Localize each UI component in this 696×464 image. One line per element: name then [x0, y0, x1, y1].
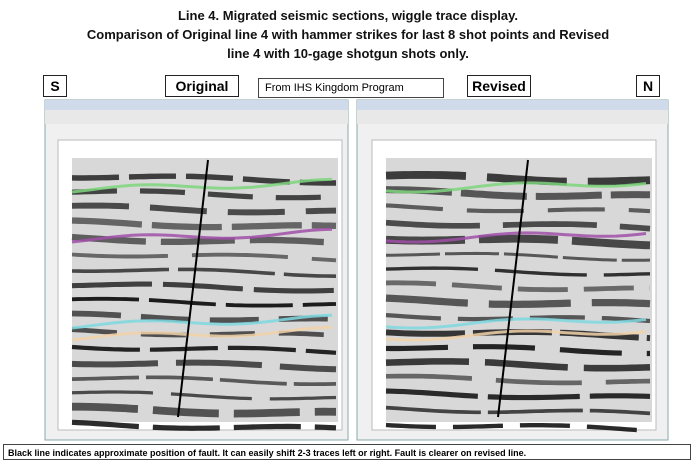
title-bar [357, 100, 668, 110]
toolbar [357, 110, 668, 124]
caption: Black line indicates approximate positio… [3, 444, 691, 460]
source-label: From IHS Kingdom Program [258, 78, 444, 98]
slide: {"title_lines": ["Line 4. Migrated seism… [0, 0, 696, 464]
direction-label: S [43, 75, 67, 97]
direction-label: N [636, 75, 660, 97]
panel-label: Original [165, 75, 239, 97]
title: Line 4. Migrated seismic sections, wiggl… [0, 8, 696, 23]
screenshots [0, 0, 696, 464]
title: line 4 with 10-gage shotgun shots only. [0, 46, 696, 61]
panel-label: Revised [467, 75, 531, 97]
title-bar [45, 100, 348, 110]
title: Comparison of Original line 4 with hamme… [0, 27, 696, 42]
toolbar [45, 110, 348, 124]
